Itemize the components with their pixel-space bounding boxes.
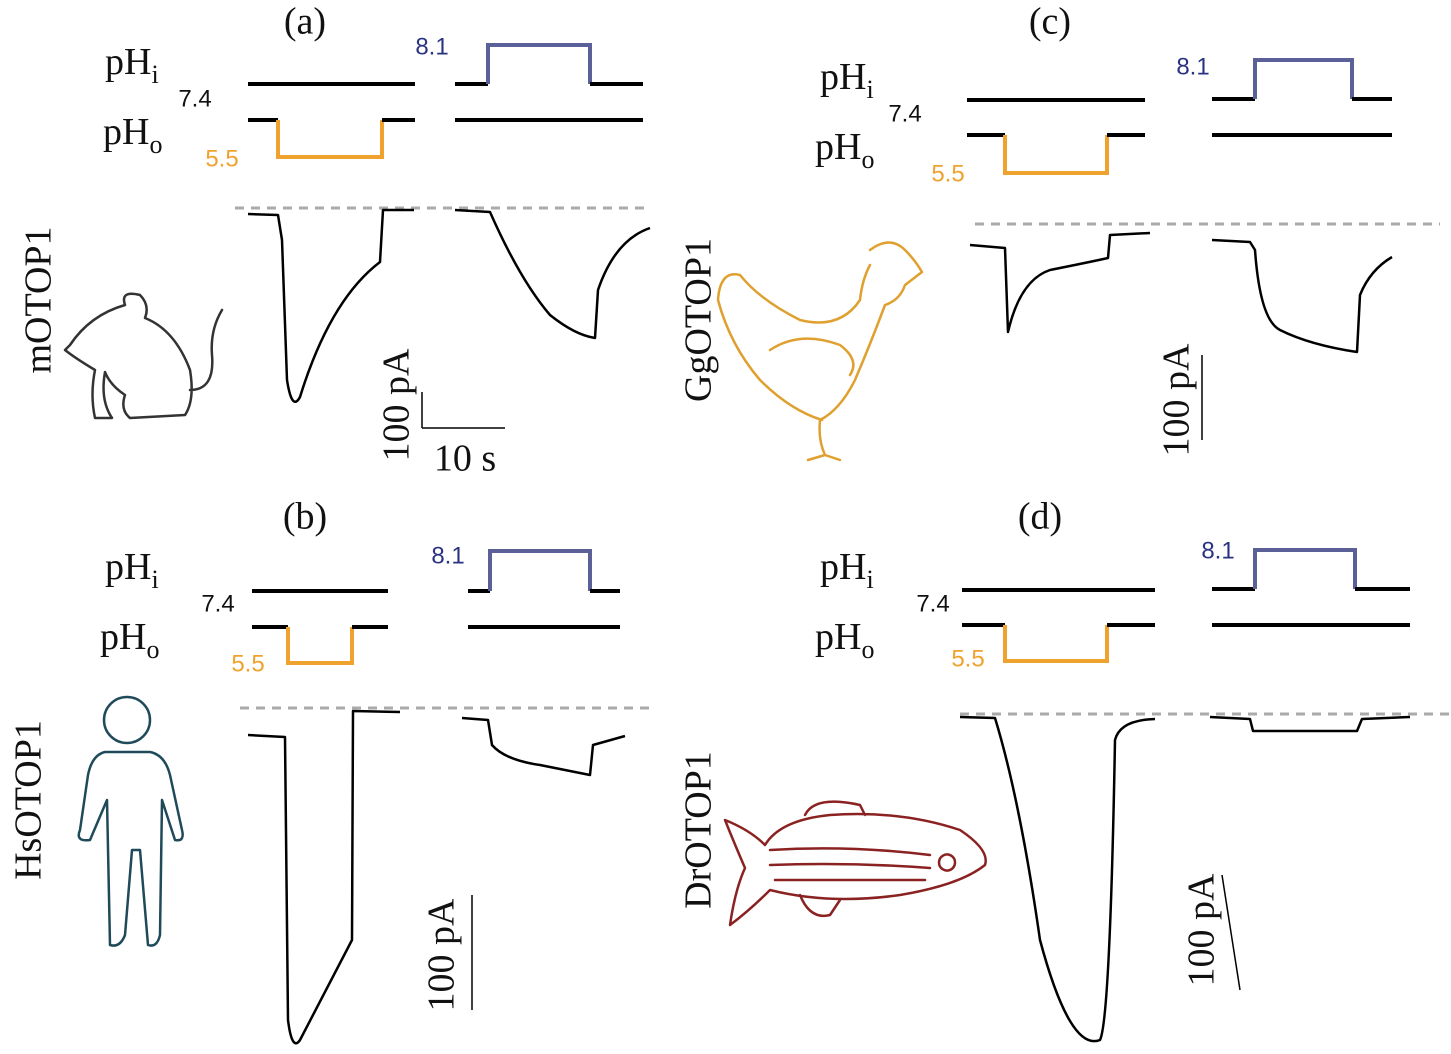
alkaline-ph: 8.1	[431, 542, 464, 569]
ph-text: pH	[103, 111, 149, 153]
ph-subscript: i	[866, 75, 873, 104]
ph-label: pHo	[100, 616, 159, 664]
species-icon	[77, 695, 184, 947]
panel-label: (a)	[284, 1, 326, 43]
ph-label: pHo	[815, 616, 874, 664]
ph-subscript: o	[861, 145, 874, 174]
acid-step	[1003, 135, 1109, 175]
panel-label: (d)	[1018, 496, 1062, 538]
scale-current: 100 pA	[421, 898, 463, 1012]
ph-label: pHi	[820, 546, 874, 594]
ph-text: pH	[820, 546, 866, 588]
current-trace	[247, 709, 401, 1045]
scale-time: 10 s	[434, 438, 496, 480]
ph-subscript: o	[146, 635, 159, 664]
alkaline-ph: 8.1	[415, 33, 448, 60]
alkaline-step	[488, 549, 592, 591]
alkaline-ph: 8.1	[1176, 53, 1209, 80]
current-trace	[959, 715, 1156, 1043]
species-icon	[723, 800, 987, 927]
scale-current: 100 pA	[376, 348, 418, 462]
baseline-ph: 7.4	[201, 590, 234, 617]
ph-subscript: i	[151, 565, 158, 594]
species-icon	[716, 241, 924, 462]
alkaline-step	[1253, 548, 1357, 589]
ph-label: pHo	[815, 126, 874, 174]
ph-text: pH	[100, 616, 146, 658]
ph-label: pHo	[103, 111, 162, 159]
protein-name: GgOTOP1	[678, 238, 720, 402]
scale-current: 100 pA	[1181, 873, 1223, 987]
acid-ph: 5.5	[205, 145, 238, 172]
current-trace	[461, 716, 626, 777]
scale-current: 100 pA	[1156, 343, 1198, 457]
protein-name: mOTOP1	[18, 226, 60, 373]
ph-label: pHi	[820, 56, 874, 104]
ph-subscript: i	[151, 60, 158, 89]
acid-ph: 5.5	[931, 160, 964, 187]
alkaline-step	[1253, 58, 1354, 99]
panel-label: (b)	[283, 496, 327, 538]
alkaline-step	[486, 43, 592, 84]
ph-text: pH	[105, 41, 151, 83]
current-trace	[1209, 715, 1411, 733]
current-trace	[454, 208, 651, 340]
acid-step	[1003, 625, 1109, 663]
baseline-ph: 7.4	[178, 85, 211, 112]
ph-text: pH	[820, 56, 866, 98]
species-icon	[63, 292, 224, 420]
acid-ph: 5.5	[951, 645, 984, 672]
ph-label: pHi	[105, 546, 159, 594]
baseline-ph: 7.4	[888, 100, 921, 127]
ph-text: pH	[105, 546, 151, 588]
current-trace	[247, 208, 414, 403]
scale-bar	[1221, 874, 1241, 991]
ph-subscript: o	[149, 130, 162, 159]
alkaline-ph: 8.1	[1201, 537, 1234, 564]
current-trace	[1211, 238, 1393, 354]
panel-label: (c)	[1029, 1, 1071, 43]
acid-step	[286, 627, 354, 665]
protein-name: DrOTOP1	[678, 751, 720, 909]
ph-text: pH	[815, 616, 861, 658]
acid-ph: 5.5	[231, 650, 264, 677]
ph-subscript: i	[866, 565, 873, 594]
ph-subscript: o	[861, 635, 874, 664]
current-trace	[969, 231, 1151, 334]
protein-name: HsOTOP1	[8, 720, 50, 880]
baseline-ph: 7.4	[916, 590, 949, 617]
ph-label: pHi	[105, 41, 159, 89]
ph-text: pH	[815, 126, 861, 168]
acid-step	[276, 120, 384, 159]
